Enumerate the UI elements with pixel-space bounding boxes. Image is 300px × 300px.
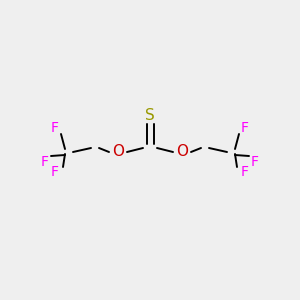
Text: F: F	[241, 165, 249, 179]
Text: F: F	[51, 165, 59, 179]
Text: F: F	[51, 121, 59, 135]
Text: S: S	[145, 107, 155, 122]
Text: O: O	[176, 145, 188, 160]
Text: O: O	[112, 145, 124, 160]
Text: F: F	[41, 155, 49, 169]
Text: F: F	[251, 155, 259, 169]
Text: F: F	[241, 121, 249, 135]
